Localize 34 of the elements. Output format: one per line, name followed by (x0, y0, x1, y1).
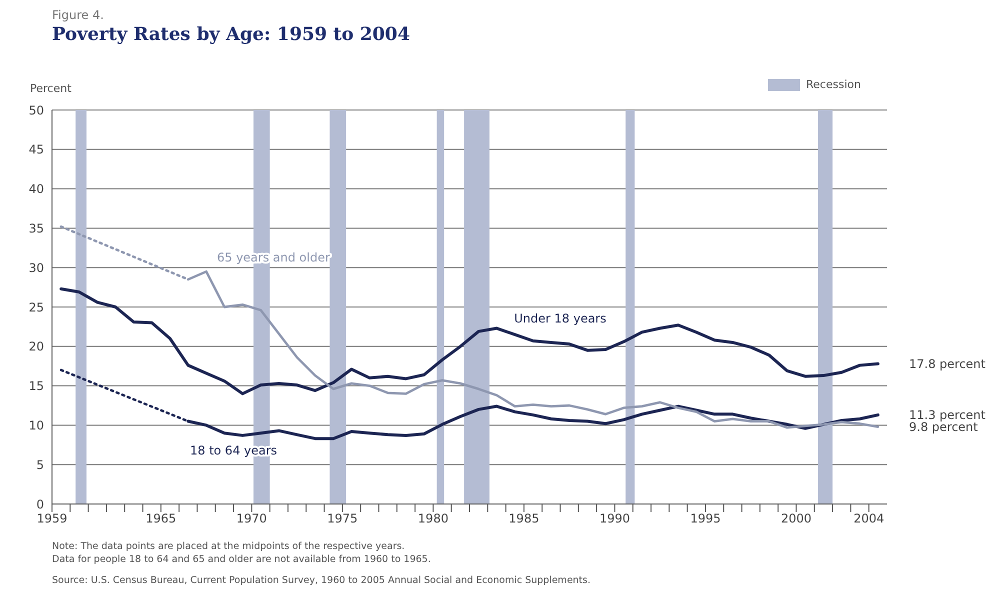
y-tick-label: 35 (28, 221, 44, 236)
x-tick-label: 1970 (236, 512, 267, 526)
x-tick-label: 2004 (854, 512, 884, 526)
line-series (60, 287, 880, 396)
y-tick-label: 50 (28, 103, 44, 118)
y-tick-label: 45 (28, 142, 44, 157)
x-tick-label: 1995 (690, 512, 721, 526)
series-label: 18 to 64 years (190, 444, 278, 458)
x-tick-label: 1975 (327, 512, 358, 526)
y-tick-label: 15 (28, 379, 44, 394)
text: Data for people 18 to 64 and 65 and older are not available from 1960 to 1965. (52, 553, 432, 566)
x-tick-label: 1980 (418, 512, 448, 526)
text: 17.8 percent (909, 357, 986, 372)
text: Note: The data points are placed at the midpoints of the respective years. (52, 540, 406, 553)
x-tick-label: 1965 (146, 512, 176, 526)
y-tick-label: 10 (28, 418, 44, 432)
chart-title: Poverty Rates by Age: 1959 to 2004 (52, 24, 410, 45)
y-tick-label: 5 (36, 458, 44, 472)
x-tick-label: 2000 (780, 512, 812, 526)
x-tick-label: 1959 (36, 512, 68, 526)
legend: Recession (768, 78, 861, 91)
y-tick-label: 0 (36, 497, 44, 512)
y-axis-title: Percent (30, 82, 72, 95)
chart-subtitle: Figure 4. (52, 8, 104, 22)
y-tick-label: 25 (28, 300, 44, 314)
y-tick-label: 30 (28, 260, 44, 275)
x-tick-label: 1985 (508, 512, 540, 526)
source-note: Source: U.S. Census Bureau, Current Population Survey, 1960 to 2005 Annual Social and Economic Supplements. (52, 574, 592, 587)
series-label: Under 18 years (514, 311, 606, 326)
y-tick-label: 20 (28, 340, 44, 354)
x-tick-label: 1990 (599, 512, 630, 526)
y-tick-label: 40 (28, 182, 44, 196)
text: 9.8 percent (909, 420, 978, 434)
text: 11.3 percent (909, 408, 986, 422)
